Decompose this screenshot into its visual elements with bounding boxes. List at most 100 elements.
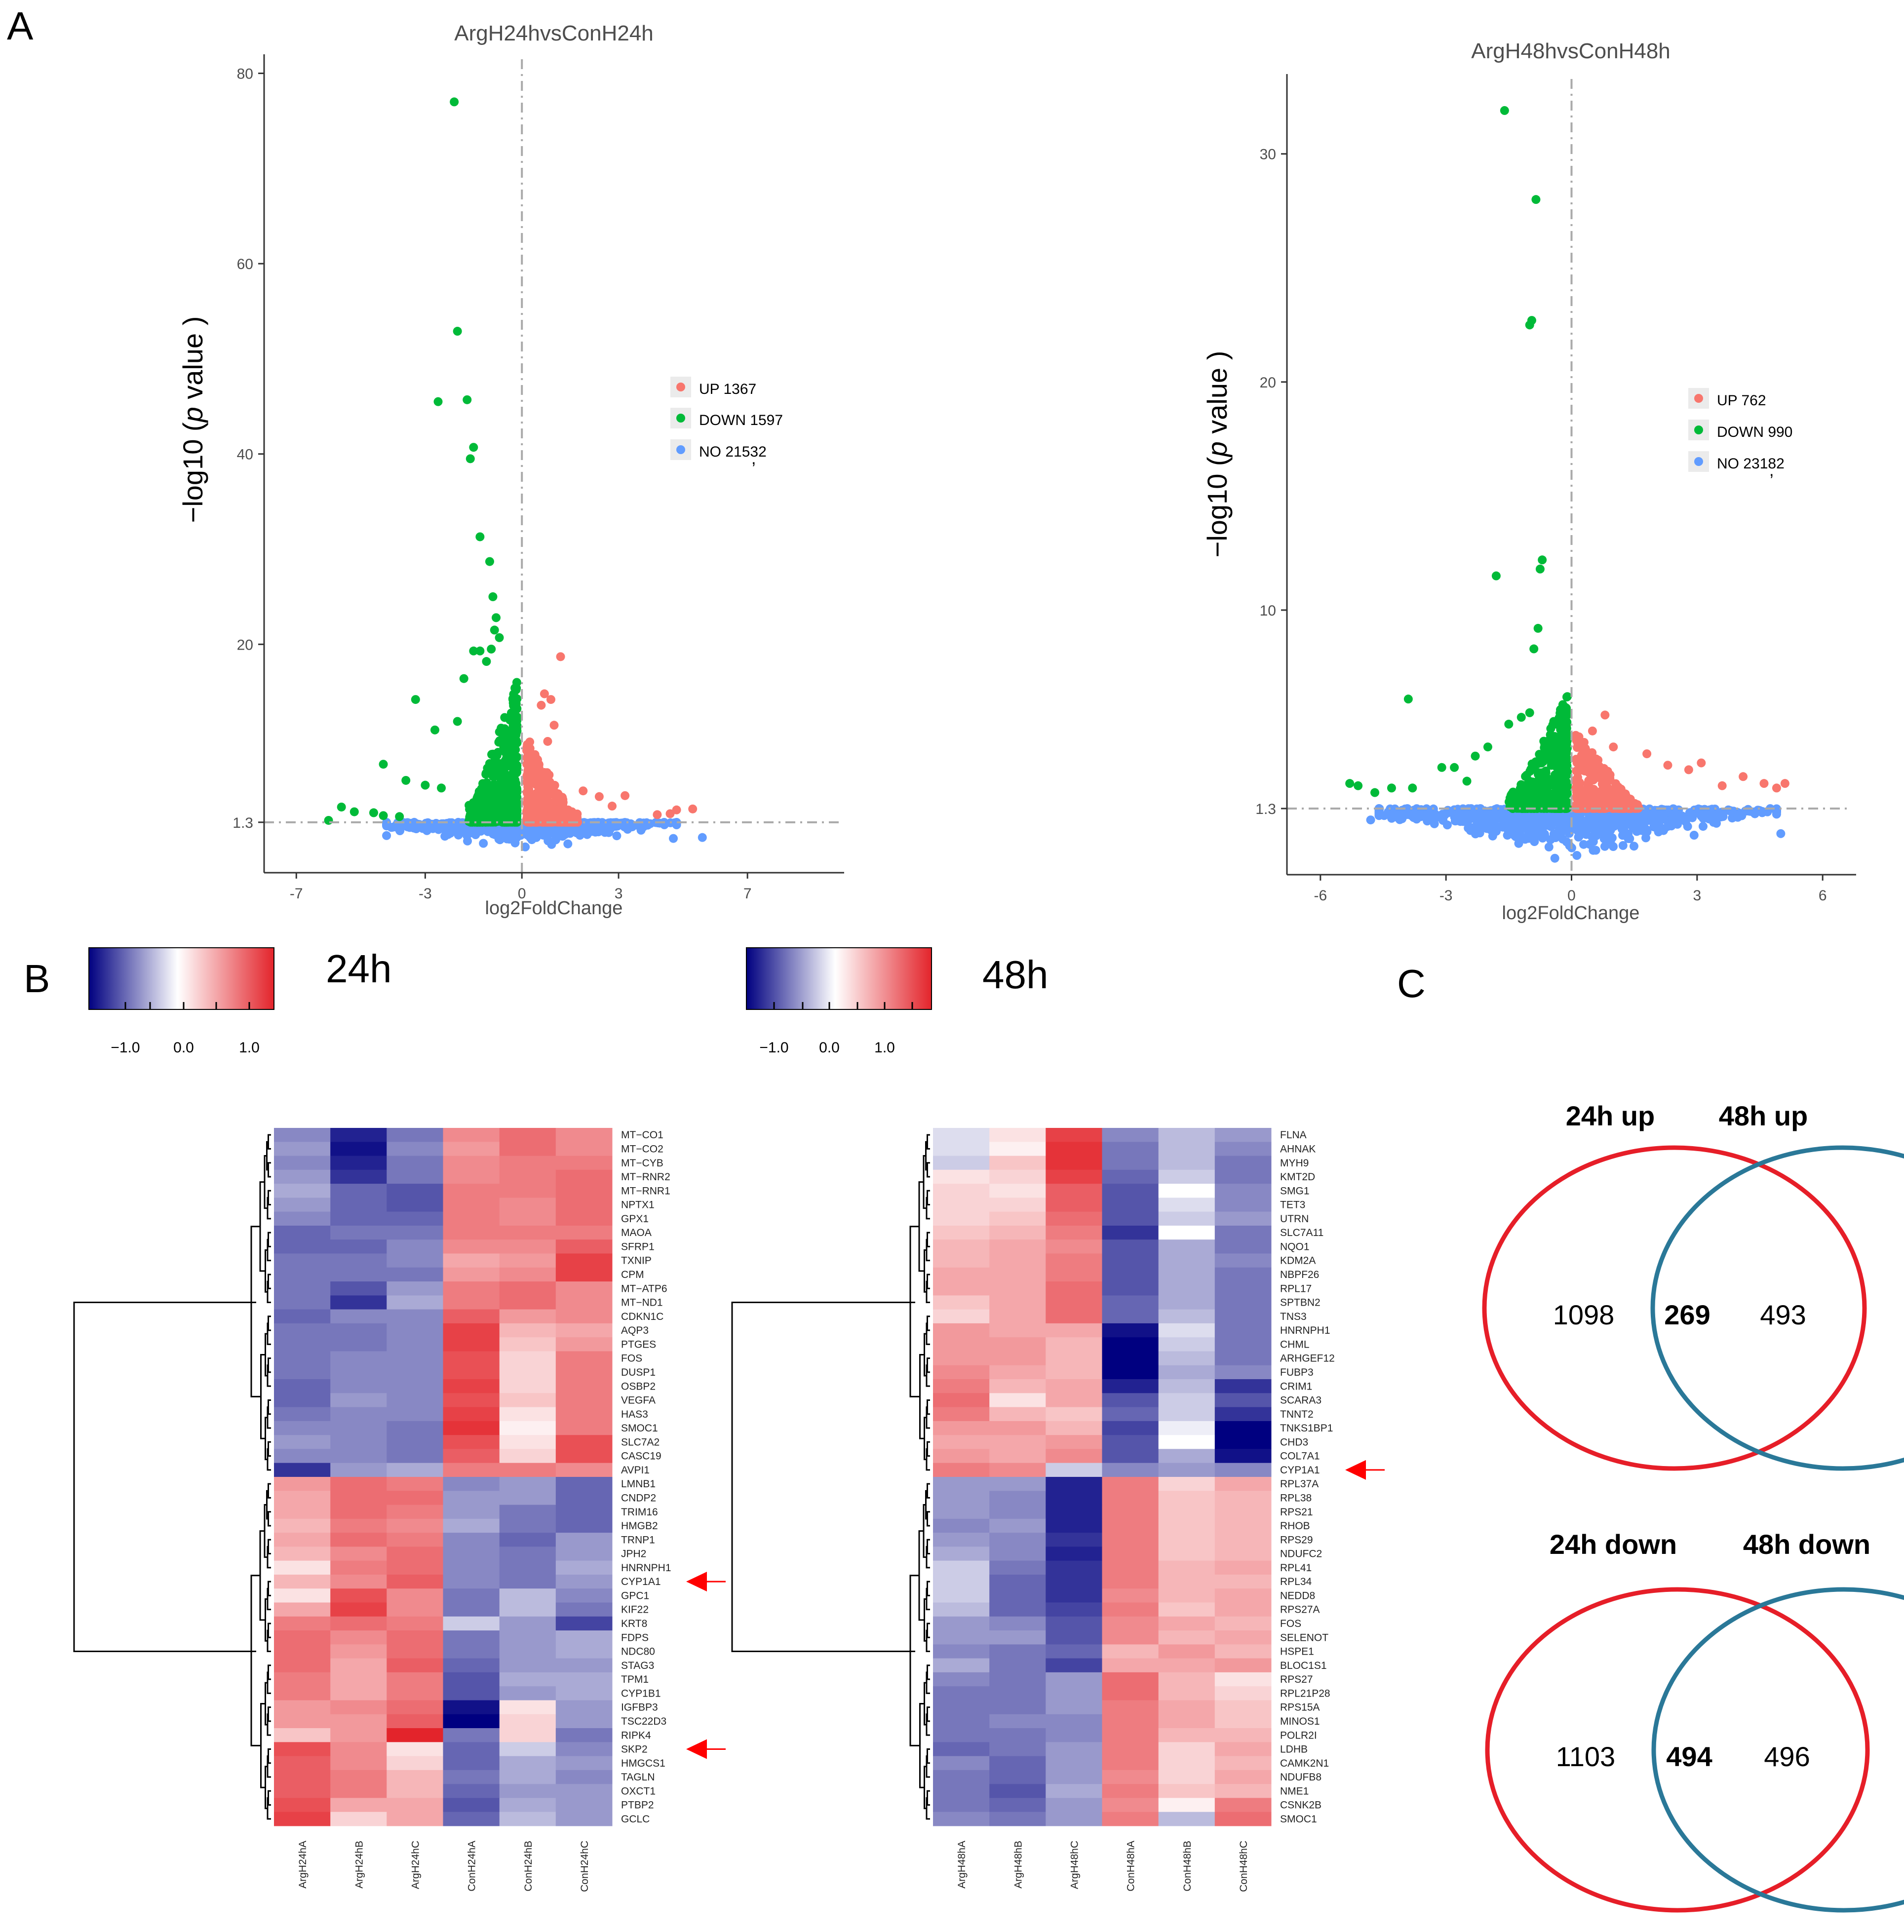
heatmap-cell [330,1463,387,1477]
gene-label: CASC19 [621,1451,661,1462]
point-down [489,772,499,781]
heatmap-cell [1214,1463,1272,1477]
point-no [1776,829,1786,838]
heatmap-cell [443,1575,500,1589]
heatmap-cell [443,1812,500,1826]
x-tick-label: 3 [1693,888,1701,904]
dendrogram-branch [927,1274,930,1289]
heatmap-cell [933,1728,990,1742]
panel-label-a: A [7,4,34,48]
heatmap-cell [1102,1379,1159,1393]
heatmap-cell [555,1770,613,1784]
heatmap-cell [1046,1672,1102,1687]
heatmap-cell [274,1184,331,1198]
heatmap-cell [443,1351,500,1366]
heatmap-cell [1158,1421,1215,1435]
point-down [481,770,491,779]
heatmap-cell [1214,1253,1272,1268]
dendrogram-branch [927,1539,930,1555]
point-down [511,735,521,745]
point-no [1531,828,1541,837]
dendrogram-branch [926,1238,930,1262]
heatmap-cell [1158,1393,1215,1408]
heatmap-cell [387,1588,443,1603]
heatmap-cell [387,1253,443,1268]
heatmap-cell [933,1365,990,1380]
point-up [1577,798,1587,807]
heatmap-cell [330,1658,387,1673]
heatmap-cell [1214,1630,1272,1645]
point-up [1596,772,1605,781]
heatmap-cell [1102,1226,1159,1240]
heatmap-cell [1214,1533,1272,1547]
heatmap-cell [989,1169,1046,1184]
point-down [1471,751,1480,761]
heatmap-cell [1046,1575,1102,1589]
colorbar-48h-tick-label: 1.0 [874,1040,895,1056]
heatmap-cell [499,1812,556,1826]
heatmap-cell [989,1518,1046,1533]
volcano-plot-24h: ArgH24hvsConH24h -7 -3 0 3 7 1.3 20 40 60 80 log2… [177,21,844,919]
heatmap-cell [555,1267,613,1282]
heatmap-cell [1102,1812,1159,1826]
heatmap-cell [387,1658,443,1673]
venn-up-circle-24h [1482,1145,1867,1471]
heatmap-cell [274,1658,331,1673]
heatmap-24h: −1.0 0.0 1.0 24h MT−CO1 MT−CO2 MT−CYB MT−RN… [73,947,726,1892]
point-down [459,674,468,683]
point-no [563,839,573,849]
heatmap-cell [989,1798,1046,1813]
gene-label: FOS [621,1353,642,1364]
heatmap-cell [387,1518,443,1533]
point-down [324,815,333,825]
heatmap-cell [499,1226,556,1240]
heatmap-cell [933,1449,990,1464]
dendrogram-branch [927,1664,930,1680]
gene-label: MINOS1 [1280,1716,1320,1727]
heatmap-cell [443,1560,500,1575]
sample-label: ArgH48hC [1069,1841,1080,1889]
point-down [430,725,439,734]
point-down [1554,713,1564,723]
heatmap-cell [555,1211,613,1226]
heatmap-cell [1102,1728,1159,1742]
gene-label: TNNT2 [1280,1409,1314,1420]
point-no [1488,825,1498,834]
heatmap-cell [989,1714,1046,1729]
heatmap-cell [1214,1700,1272,1715]
heatmap-cell [274,1449,331,1464]
heatmap-cell [1102,1198,1159,1212]
x-tick-label: -6 [1314,888,1327,904]
legend-label-up: UP 762 [1717,392,1766,409]
gene-label: SCARA3 [1280,1395,1321,1406]
heatmap-cell [1102,1323,1159,1338]
heatmap-cell [443,1602,500,1617]
heatmap-cell [989,1630,1046,1645]
heatmap-cell [555,1630,613,1645]
heatmap-cell [989,1281,1046,1296]
heatmap-cell [330,1365,387,1380]
x-tick-label: 3 [615,886,623,902]
point-down [475,646,485,656]
heatmap-cell [1214,1714,1272,1729]
heatmap-cell [330,1281,387,1296]
heatmap-cell [330,1505,387,1519]
point-down [509,811,519,821]
heatmap-cell [1214,1798,1272,1813]
heatmap-cell [989,1226,1046,1240]
heatmap-cell [1214,1588,1272,1603]
point-up [1609,742,1618,752]
point-no [387,823,396,832]
heatmap-cell [1158,1742,1215,1757]
heatmap-cell [1046,1616,1102,1631]
heatmap-cell [330,1239,387,1254]
heatmap-cell [274,1756,331,1771]
heatmap-cell [555,1491,613,1506]
heatmap-cell [274,1575,331,1589]
gene-label: NQO1 [1280,1241,1310,1252]
heatmap-cell [1046,1728,1102,1742]
heatmap-cell [555,1756,613,1771]
heatmap-cell [1158,1295,1215,1310]
heatmap-cell [989,1295,1046,1310]
